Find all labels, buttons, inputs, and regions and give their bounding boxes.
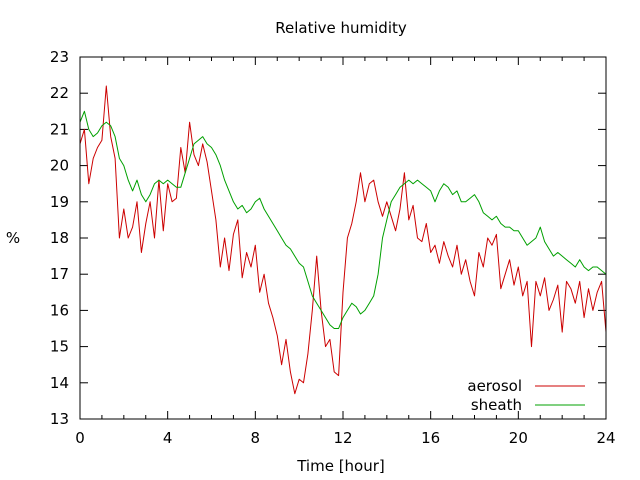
y-tick-label: 13 [50,410,69,428]
y-tick-label: 22 [50,84,69,102]
x-tick-label: 8 [251,429,261,447]
legend-label-sheath: sheath [471,396,522,414]
plot-frame [79,56,607,420]
legend-label-aerosol: aerosol [467,377,522,395]
axis-ticks: 13 14 15 16 17 18 19 20 21 22 23 0 4 8 12 16 20 24 [50,48,616,447]
x-tick-label: 16 [421,429,440,447]
x-axis-label: Time [hour] [296,457,385,475]
y-tick-label: 19 [50,193,69,211]
x-tick-label: 12 [333,429,352,447]
series-line-aerosol [79,85,607,395]
series-layer [79,85,607,395]
y-tick-label: 18 [50,229,69,247]
y-tick-label: 20 [50,157,69,175]
y-tick-label: 16 [50,301,69,319]
y-tick-label: 23 [50,48,69,66]
x-tick-label: 4 [163,429,173,447]
y-tick-label: 17 [50,265,69,283]
y-tick-label: 21 [50,120,69,138]
x-tick-label: 24 [596,429,615,447]
chart-title: Relative humidity [275,19,407,37]
y-tick-label: 15 [50,338,69,356]
y-tick-label: 14 [50,374,69,392]
x-tick-label: 0 [75,429,85,447]
y-axis-label: % [6,229,20,247]
series-line-sheath [79,110,607,329]
x-tick-label: 20 [509,429,528,447]
